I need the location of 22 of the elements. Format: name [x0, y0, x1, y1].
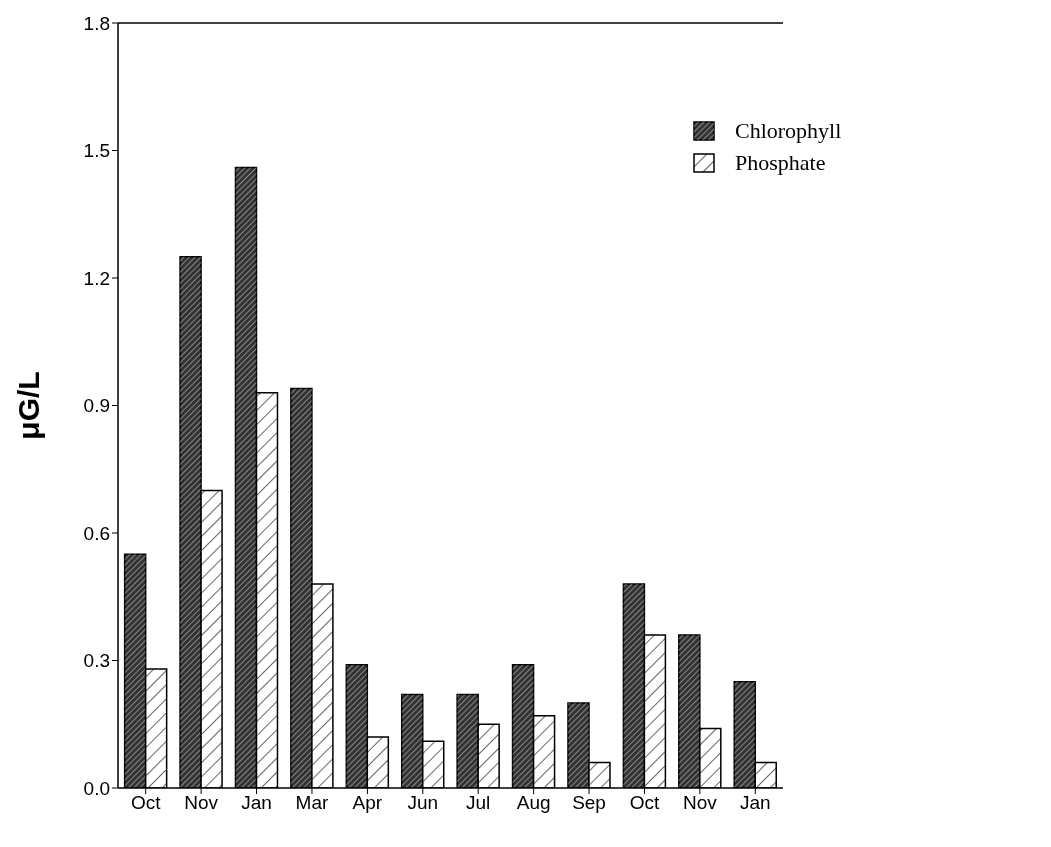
x-tick-label: Apr	[352, 792, 383, 814]
y-tick-label: 0.6	[83, 522, 110, 544]
x-tick-label: Oct	[130, 792, 162, 814]
x-tick-label: Jan	[739, 792, 771, 814]
y-axis-title: μG/L	[11, 371, 45, 440]
y-tick-label: 1.8	[83, 12, 110, 34]
x-tick-label: Aug	[516, 792, 551, 814]
x-tick-label: Sep	[572, 792, 606, 814]
y-tick-label: 0.3	[83, 650, 110, 672]
x-tick-label: Nov	[682, 792, 718, 814]
x-tick-label: Jun	[407, 792, 439, 814]
y-tick-label: 0.9	[83, 395, 110, 417]
legend-label: Chlorophyll	[735, 118, 842, 144]
x-tick-label: Nov	[184, 792, 219, 814]
legend-label: Phosphate	[735, 150, 826, 176]
x-tick-label: Jan	[241, 792, 272, 814]
y-tick-label: 0.0	[83, 777, 110, 799]
x-tick-label: Oct	[629, 792, 660, 814]
y-tick-label: 1.2	[83, 267, 110, 289]
x-tick-label: Mar	[295, 792, 329, 814]
y-tick-label: 1.5	[83, 140, 110, 162]
x-tick-label: Jul	[466, 792, 491, 814]
